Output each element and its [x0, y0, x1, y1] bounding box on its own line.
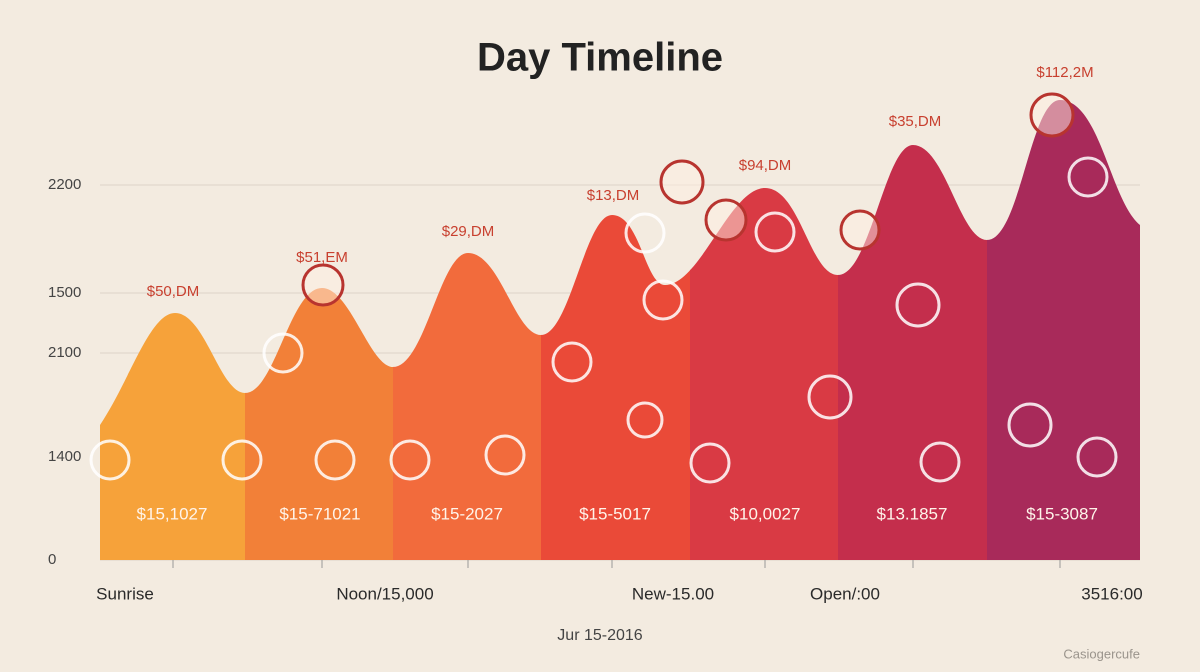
- y-axis-label: 2200: [48, 176, 81, 193]
- band-label: $10,0027: [730, 504, 801, 523]
- icon: [389, 439, 431, 481]
- peak-label: $35,DM: [889, 113, 942, 130]
- icon: [659, 159, 705, 205]
- band-label: $15,1027: [137, 504, 208, 523]
- watermark: Casiogercufe: [1063, 646, 1140, 661]
- icon: [919, 441, 961, 483]
- title: Day Timeline: [477, 36, 723, 80]
- icon: [1067, 156, 1109, 198]
- icon: [624, 212, 666, 254]
- band-label: $15-3087: [1026, 504, 1098, 523]
- peak-label: $51,EM: [296, 249, 348, 266]
- x-axis-label: New-15.00: [632, 584, 714, 603]
- band-label: $13.1857: [877, 504, 948, 523]
- icon: [551, 341, 593, 383]
- icon: [1007, 402, 1053, 448]
- peak-label: $29,DM: [442, 223, 495, 240]
- y-axis-label: 1500: [48, 284, 81, 301]
- icon: [626, 401, 664, 439]
- icon: [301, 263, 345, 307]
- peak-label: $112,2M: [1036, 64, 1093, 81]
- icon: [262, 332, 304, 374]
- y-axis-label: 2100: [48, 344, 81, 361]
- icon: [895, 282, 941, 328]
- x-axis-label: Sunrise: [96, 584, 154, 603]
- icon: [754, 211, 796, 253]
- date-label: Jur 15-2016: [557, 627, 642, 644]
- band-label: $15-71021: [279, 504, 360, 523]
- y-axis-label: 1400: [48, 448, 81, 465]
- icons: [89, 92, 1118, 484]
- icon: [221, 439, 263, 481]
- peak-label: $50,DM: [147, 283, 200, 300]
- icon: [1029, 92, 1075, 138]
- y-axis-label: 0: [48, 551, 56, 568]
- x-ticks: [172, 560, 1061, 568]
- x-axis-label: Noon/15,000: [336, 584, 433, 603]
- icon: [839, 209, 881, 251]
- band-label: $15-2027: [431, 504, 503, 523]
- x-axis-label: 3516:00: [1081, 584, 1142, 603]
- peak-label: $94,DM: [739, 157, 792, 174]
- icon: [807, 374, 853, 420]
- icon: [704, 198, 748, 242]
- icon: [642, 279, 684, 321]
- icon: [1076, 436, 1118, 478]
- icon: [314, 439, 356, 481]
- band-label: $15-5017: [579, 504, 651, 523]
- icon: [484, 434, 526, 476]
- icon: [689, 442, 731, 484]
- peak-label: $13,DM: [587, 187, 640, 204]
- x-axis-label: Open/:00: [810, 584, 880, 603]
- icon: [89, 439, 131, 481]
